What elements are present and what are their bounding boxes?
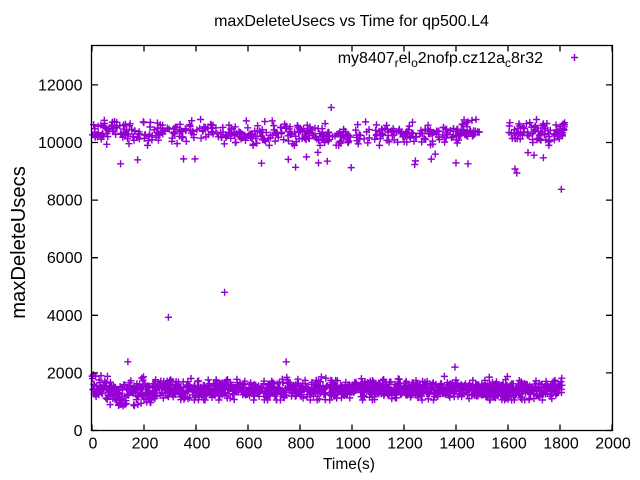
svg-text:8000: 8000 [47, 193, 83, 210]
svg-text:800: 800 [288, 436, 315, 453]
svg-text:0: 0 [74, 423, 83, 440]
svg-text:maxDeleteUsecs vs Time for qp5: maxDeleteUsecs vs Time for qp500.L4 [214, 13, 489, 30]
svg-text:400: 400 [184, 436, 211, 453]
svg-text:200: 200 [132, 436, 159, 453]
svg-text:12000: 12000 [38, 77, 83, 94]
svg-text:Time(s): Time(s) [323, 456, 375, 473]
svg-text:my8407relo2nofp.cz12ac8r32: my8407relo2nofp.cz12ac8r32 [338, 50, 543, 70]
svg-text:6000: 6000 [47, 250, 83, 267]
svg-text:1000: 1000 [335, 436, 371, 453]
svg-text:1200: 1200 [387, 436, 423, 453]
svg-text:10000: 10000 [38, 135, 83, 152]
svg-text:2000: 2000 [47, 365, 83, 382]
svg-text:0: 0 [89, 436, 98, 453]
svg-text:1600: 1600 [491, 436, 527, 453]
svg-text:4000: 4000 [47, 308, 83, 325]
svg-text:maxDeleteUsecs: maxDeleteUsecs [8, 166, 30, 319]
svg-text:1800: 1800 [543, 436, 579, 453]
svg-text:1400: 1400 [439, 436, 475, 453]
svg-text:2000: 2000 [595, 436, 631, 453]
svg-text:600: 600 [236, 436, 263, 453]
